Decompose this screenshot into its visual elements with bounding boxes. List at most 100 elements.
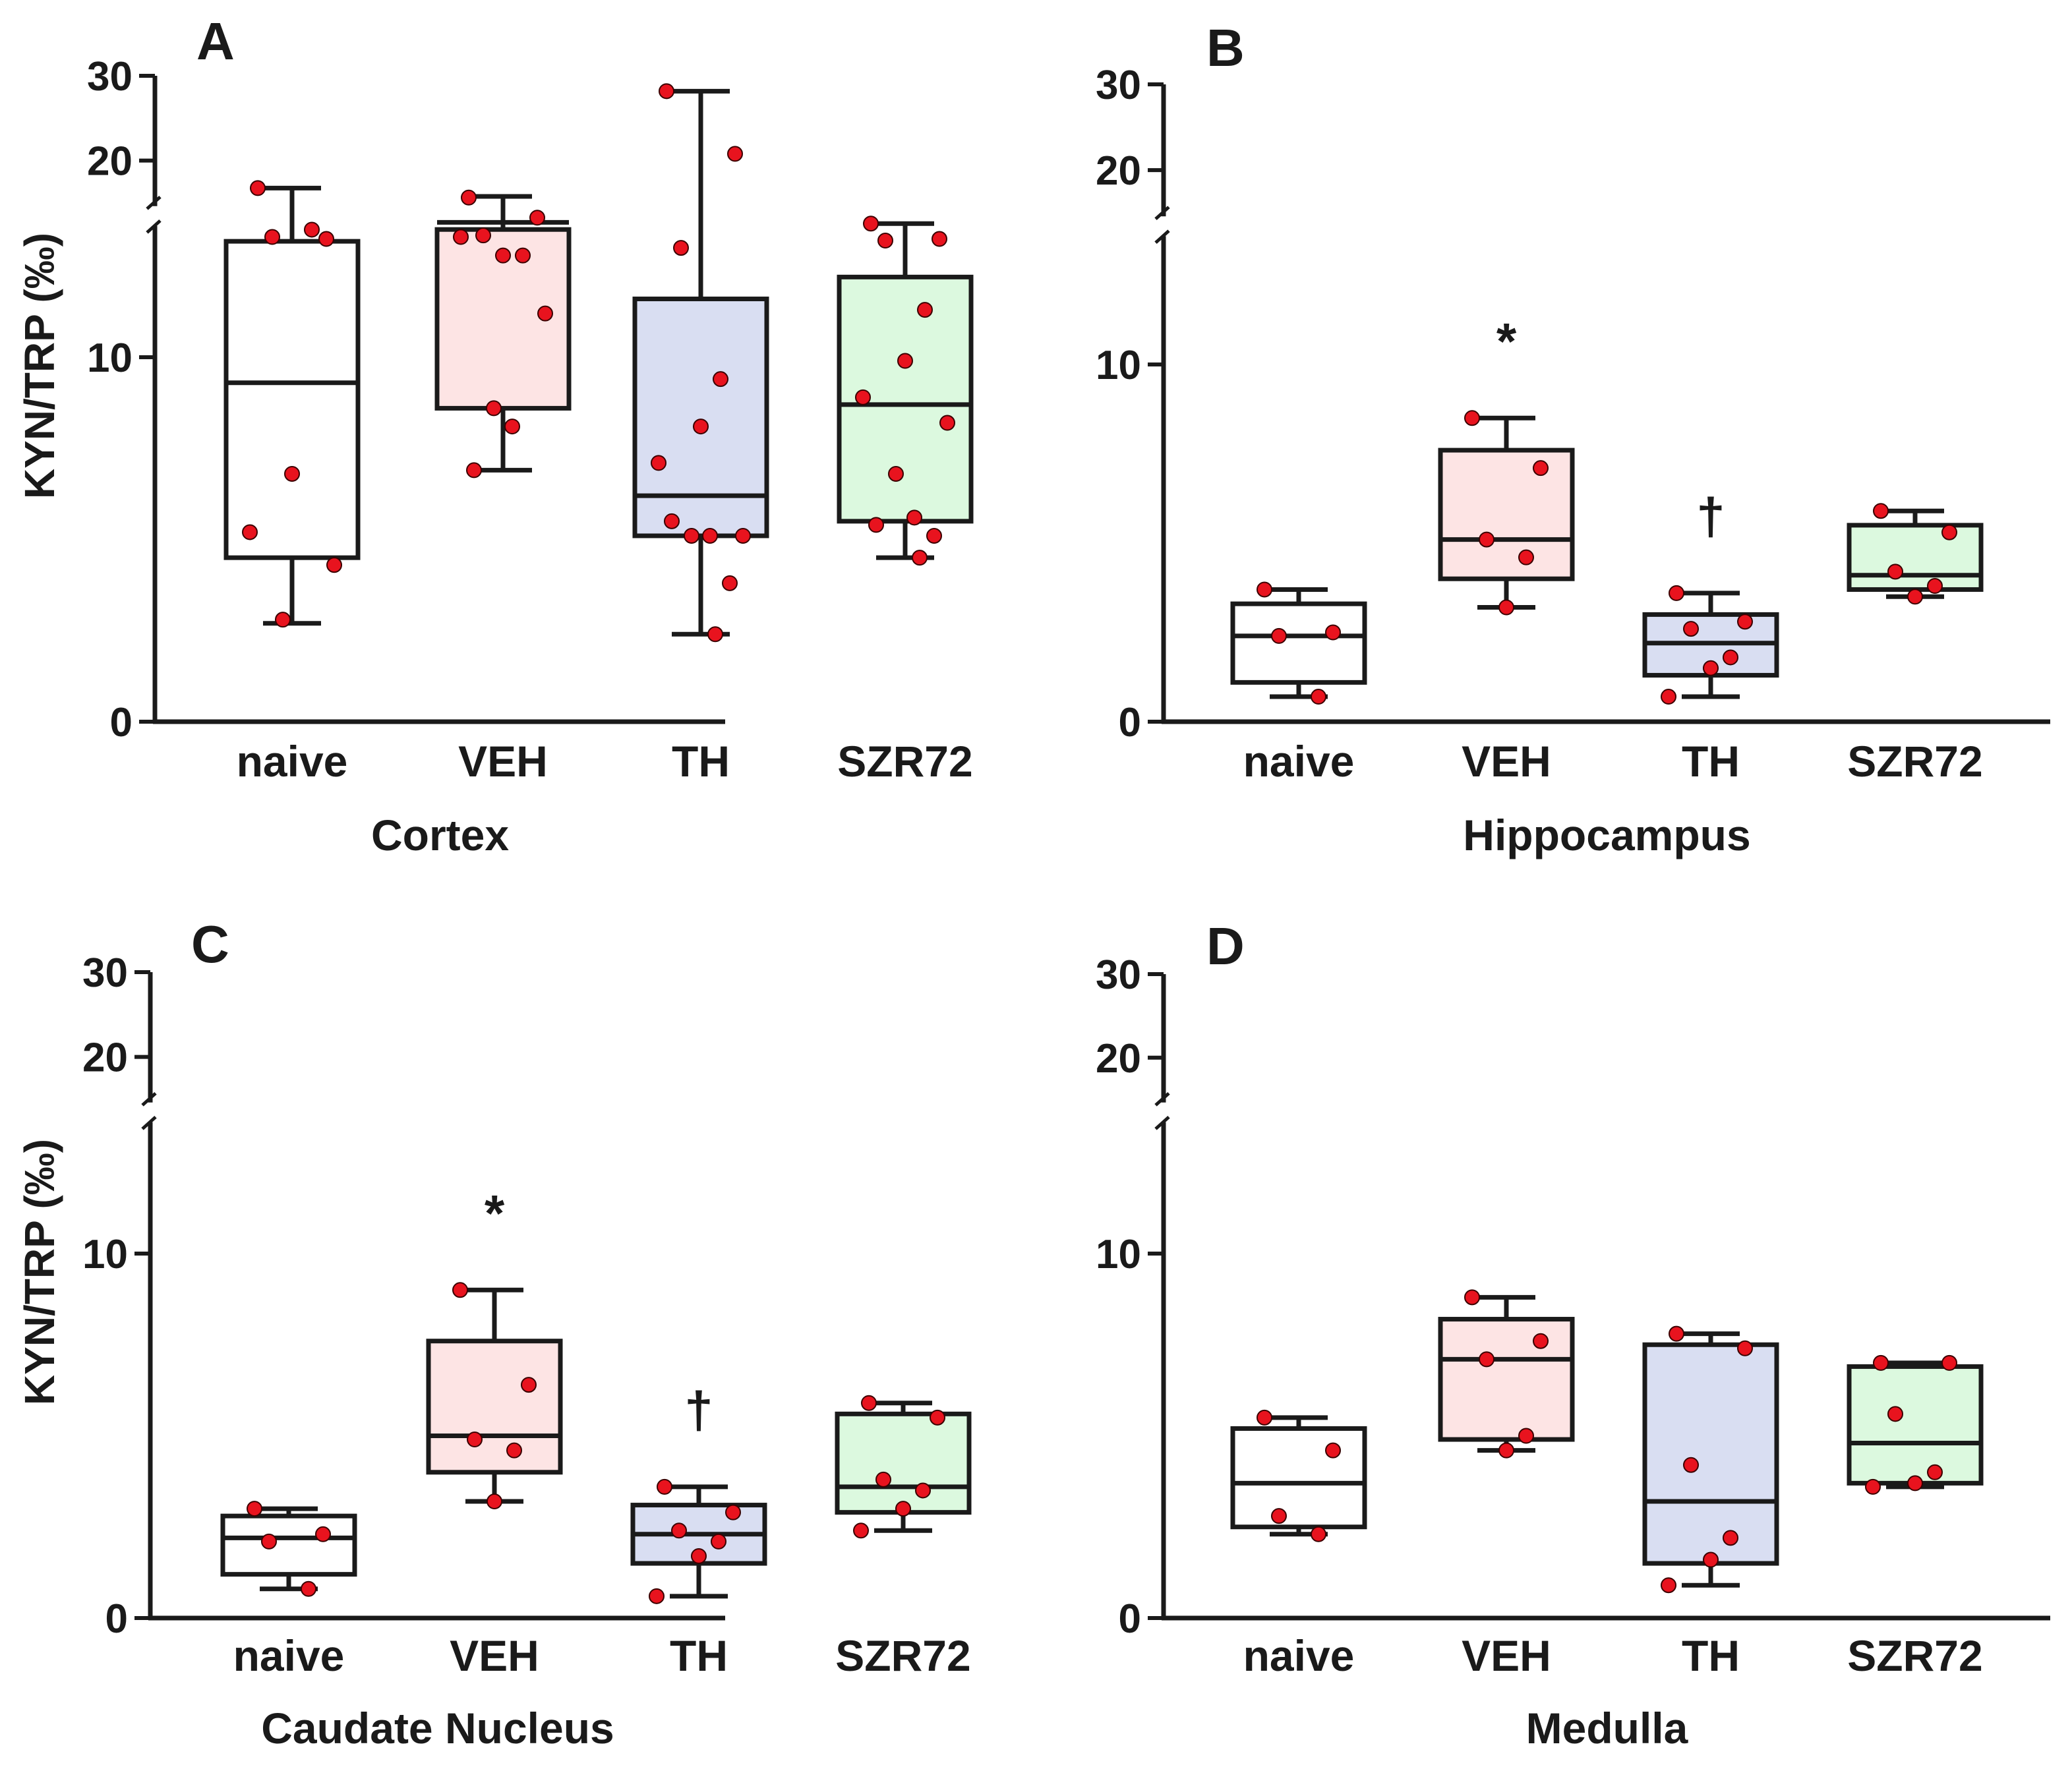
data-point [529,210,545,226]
y-tick-label: 10 [1096,343,1141,388]
data-point [657,1478,672,1495]
data-point [284,465,300,482]
data-point [521,1377,537,1393]
data-point [1907,589,1923,605]
x-axis-title: Hippocampus [1463,811,1750,859]
data-point [1873,503,1889,519]
data-point [506,1442,522,1459]
box-iqr [1847,523,1984,592]
data-point [651,455,666,471]
data-point [1661,1577,1676,1594]
box-iqr [223,239,361,560]
data-point [1464,410,1480,426]
y-tick-label: 0 [110,700,133,745]
data-point [1683,1457,1699,1473]
data-point [684,527,699,544]
data-point [659,83,674,100]
axis-break-mark [146,219,162,234]
data-point [1257,581,1272,598]
significance-marker: † [684,1381,713,1439]
data-point [1927,578,1943,594]
panel-letter: C [191,915,229,973]
data-point [466,462,482,478]
box-group-naive: naive [1230,1409,1367,1680]
data-point [713,371,728,388]
data-point [855,389,871,405]
box-group-TH: TH [1642,1325,1779,1680]
box-group-SZR72: SZR72 [835,1395,972,1680]
data-point [1518,1428,1534,1444]
category-label: TH [672,737,730,786]
break-gap [162,207,725,216]
box-iqr [835,1411,972,1515]
y-tick-label: 0 [1119,1596,1141,1642]
data-point [1683,621,1699,637]
data-point [1311,1526,1326,1542]
y-tick-label: 10 [87,335,133,381]
data-point [673,240,689,256]
significance-marker: * [485,1184,505,1242]
box-iqr [1438,448,1575,581]
data-point [452,1282,468,1298]
data-point [1271,1508,1287,1524]
y-tick-label: 20 [1096,1036,1141,1082]
data-point [1325,624,1341,641]
y-axis-label: KYN/TRP (‰) [16,233,63,499]
y-tick-label: 10 [1096,1232,1141,1277]
box-group-TH: TH † [630,1381,767,1680]
data-point [895,1501,911,1517]
data-point [453,229,469,245]
data-point [1311,689,1326,705]
y-axis-label: KYN/TRP (‰) [16,1139,63,1405]
axis-break-mark [141,1091,157,1107]
x-axis-title: Caudate Nucleus [261,1704,614,1753]
box-group-SZR72: SZR72 [837,216,974,786]
box-group-naive: naive [220,1501,357,1680]
data-point [1661,689,1676,705]
data-point [275,612,291,628]
box-group-naive: naive [223,180,361,786]
category-label: naive [1243,737,1355,786]
box-iqr [632,297,769,538]
category-label: SZR72 [1847,737,1982,786]
panel-letter: D [1206,917,1245,975]
x-axis-title: Cortex [371,811,509,859]
data-point [707,626,723,643]
panel-C: C 0 10 20 30 KYN/TRP (‰) Caudate Nucleus naive V… [16,915,972,1753]
data-point [853,1522,869,1539]
data-point [495,247,511,264]
box-group-naive: naive [1230,581,1367,786]
data-point [1703,660,1719,676]
data-point [915,1482,931,1499]
data-point [868,517,884,533]
data-point [315,1526,331,1542]
data-point [1907,1475,1923,1492]
significance-marker: † [1696,487,1725,545]
box-iqr [426,1339,563,1475]
data-point [487,1493,502,1510]
data-point [1257,1409,1272,1426]
data-point [250,180,266,196]
break-gap [1170,1103,2050,1113]
y-tick-label: 30 [87,54,133,100]
box-group-TH: TH † [1642,487,1779,786]
data-point [318,231,334,247]
y-tick-label: 30 [82,950,128,996]
data-point [461,189,477,206]
data-point [242,524,258,540]
data-point [861,1395,877,1411]
data-point [467,1432,483,1448]
data-point [1737,614,1753,630]
box-iqr [1642,1342,1779,1566]
y-tick-label: 20 [82,1035,128,1081]
category-label: TH [670,1631,728,1680]
category-label: TH [1682,1631,1740,1680]
data-point [932,231,947,247]
data-point [1479,1351,1495,1368]
break-gap [1170,217,2050,226]
panel-A: A 0 10 20 30 KYN/TRP (‰) Cortex naive VEH TH SZR72 [16,12,974,859]
data-point [1669,1325,1684,1342]
panel-D: D 0 10 20 30 Medulla naive VEH TH SZR72 [1096,917,2050,1753]
box-group-TH: TH [632,83,769,786]
panel-letter: A [196,12,235,71]
